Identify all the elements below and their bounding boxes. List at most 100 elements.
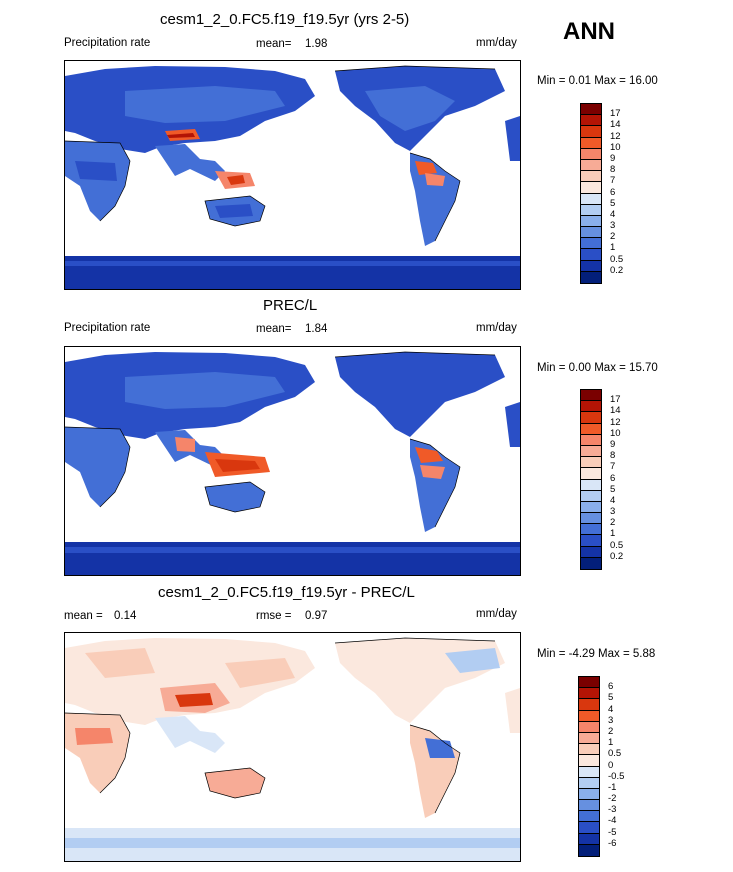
colorbar-tick-label: 0.2: [610, 550, 624, 562]
colorbar-segment: [579, 777, 599, 789]
colorbar-segment: [579, 844, 599, 856]
panel1-colorbar: [580, 103, 602, 284]
panel2-map-svg: [65, 351, 520, 575]
colorbar-segment: [579, 811, 599, 823]
colorbar-segment: [581, 137, 601, 149]
colorbar-segment: [579, 699, 599, 711]
colorbar-tick-label: 4: [608, 703, 614, 715]
panel2-mean-label: mean=: [256, 323, 292, 335]
panel2-mean-value: 1.84: [305, 323, 328, 335]
colorbar-tick-label: -6: [608, 837, 617, 849]
colorbar-tick-label: 1: [608, 737, 614, 749]
colorbar-segment: [579, 721, 599, 733]
colorbar-tick-label: 0: [608, 759, 614, 771]
panel1-map-svg: [65, 65, 520, 289]
colorbar-segment: [581, 557, 601, 569]
colorbar-segment: [581, 126, 601, 138]
panel1-mean-value: 1.98: [305, 38, 328, 50]
panel3-map-svg: [65, 637, 520, 861]
panel2-title: PREC/L: [263, 297, 318, 314]
panel3-rmse-value: 0.97: [305, 610, 328, 622]
colorbar-tick-label: 0.5: [610, 539, 624, 551]
colorbar-segment: [579, 800, 599, 812]
colorbar-segment: [581, 215, 601, 228]
colorbar-tick-label: 3: [608, 714, 614, 726]
colorbar-segment: [579, 710, 599, 722]
panel1-map: [64, 60, 521, 290]
colorbar-segment: [581, 535, 601, 547]
colorbar-segment: [581, 457, 601, 469]
colorbar-segment: [581, 390, 601, 402]
colorbar-tick-label: 6: [610, 186, 616, 198]
colorbar-segment: [581, 204, 601, 216]
colorbar-segment: [581, 412, 601, 424]
panel2-colorbar: [580, 389, 602, 570]
colorbar-tick-label: 7: [610, 175, 616, 187]
colorbar-tick-label: 5: [608, 692, 614, 704]
colorbar-tick-label: 10: [610, 141, 621, 153]
colorbar-segment: [581, 445, 601, 458]
panel1-minmax: Min = 0.01 Max = 16.00: [537, 75, 658, 87]
colorbar-segment: [581, 104, 601, 116]
panel3-rmse-label: rmse =: [256, 610, 292, 622]
panel3-map: [64, 632, 521, 862]
colorbar-segment: [581, 159, 601, 172]
season-label: ANN: [563, 18, 615, 45]
colorbar-tick-label: 9: [610, 438, 616, 450]
colorbar-segment: [581, 524, 601, 536]
colorbar-segment: [581, 423, 601, 435]
panel3-colorbar: [578, 676, 600, 857]
colorbar-segment: [581, 148, 601, 160]
colorbar-segment: [581, 479, 601, 491]
colorbar-tick-label: 4: [610, 494, 616, 506]
colorbar-segment: [581, 468, 601, 480]
colorbar-segment: [581, 171, 601, 183]
colorbar-segment: [581, 434, 601, 446]
colorbar-segment: [579, 755, 599, 767]
colorbar-segment: [579, 677, 599, 689]
colorbar-segment: [579, 788, 599, 801]
colorbar-segment: [581, 501, 601, 514]
panel1-mean-label: mean=: [256, 38, 292, 50]
panel2-minmax: Min = 0.00 Max = 15.70: [537, 362, 658, 374]
colorbar-segment: [581, 513, 601, 525]
colorbar-tick-label: -3: [608, 804, 617, 816]
colorbar-tick-label: 0.2: [610, 264, 624, 276]
colorbar-tick-label: 8: [610, 450, 616, 462]
colorbar-tick-label: 6: [610, 472, 616, 484]
panel1-title: cesm1_2_0.FC5.f19_f19.5yr (yrs 2-5): [160, 11, 410, 28]
colorbar-tick-label: 14: [610, 119, 621, 131]
colorbar-segment: [581, 238, 601, 250]
colorbar-segment: [579, 766, 599, 778]
colorbar-tick-label: 4: [610, 208, 616, 220]
colorbar-tick-label: 8: [610, 164, 616, 176]
colorbar-tick-label: 1: [610, 242, 616, 254]
colorbar-segment: [581, 249, 601, 261]
panel2-variable-label: Precipitation rate: [64, 322, 151, 334]
colorbar-tick-label: 2: [610, 231, 616, 243]
panel2-map: [64, 346, 521, 576]
colorbar-tick-label: 10: [610, 427, 621, 439]
colorbar-segment: [581, 182, 601, 194]
colorbar-tick-label: 3: [610, 506, 616, 518]
colorbar-tick-label: 1: [610, 528, 616, 540]
colorbar-segment: [581, 490, 601, 502]
colorbar-tick-label: 14: [610, 405, 621, 417]
colorbar-tick-label: 0.5: [608, 748, 622, 760]
colorbar-segment: [581, 546, 601, 558]
panel1-units: mm/day: [476, 37, 517, 49]
colorbar-tick-label: -1: [608, 781, 617, 793]
colorbar-segment: [579, 732, 599, 745]
colorbar-tick-label: 12: [610, 130, 621, 142]
colorbar-tick-label: 2: [610, 517, 616, 529]
colorbar-tick-label: -4: [608, 815, 617, 827]
colorbar-tick-label: -2: [608, 793, 617, 805]
colorbar-tick-label: -5: [608, 826, 617, 838]
colorbar-tick-label: 3: [610, 220, 616, 232]
panel3-title: cesm1_2_0.FC5.f19_f19.5yr - PREC/L: [158, 584, 415, 601]
colorbar-segment: [579, 744, 599, 756]
colorbar-segment: [581, 115, 601, 127]
colorbar-tick-label: -0.5: [608, 770, 625, 782]
panel2-units: mm/day: [476, 322, 517, 334]
panel3-mean-label: mean =: [64, 610, 103, 622]
